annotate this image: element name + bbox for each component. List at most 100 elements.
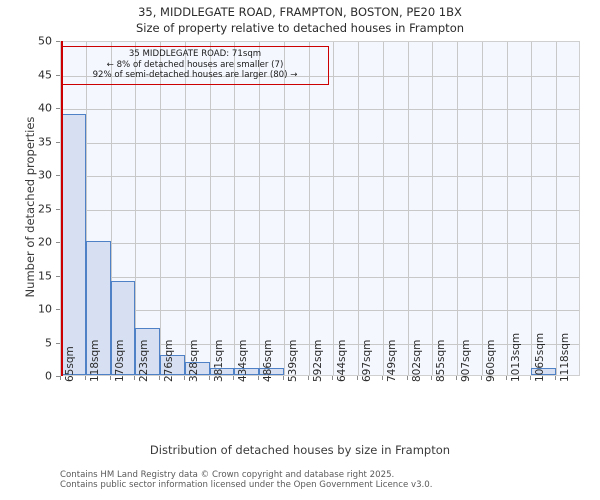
- x-tick-mark: [530, 376, 532, 380]
- x-tick-label: 434sqm: [237, 339, 250, 382]
- gridline-x-13: [383, 42, 384, 375]
- x-tick-label: 381sqm: [212, 339, 225, 382]
- x-tick-mark: [381, 376, 383, 380]
- y-tick-label: 50: [38, 34, 52, 48]
- y-tick-label: 25: [38, 202, 52, 215]
- footer-line-1: Contains HM Land Registry data © Crown c…: [60, 470, 395, 480]
- x-tick-mark: [431, 376, 433, 380]
- annotation-line-1: 35 MIDDLEGATE ROAD: 71sqm: [128, 49, 262, 59]
- annotation-line-2: ← 8% of detached houses are smaller (7): [106, 59, 284, 70]
- y-axis-title: Number of detached properties: [23, 116, 37, 298]
- gridline-y-25: [61, 209, 579, 211]
- x-tick-mark: [208, 376, 210, 380]
- gridline-y-15: [61, 276, 579, 278]
- x-tick-mark: [332, 376, 334, 380]
- x-tick-mark: [282, 376, 284, 380]
- gridline-x-12: [358, 42, 359, 375]
- gridline-x-5: [185, 42, 186, 375]
- y-tick-mark: [56, 309, 60, 310]
- y-tick-mark: [56, 175, 60, 176]
- y-tick-label: 40: [38, 101, 52, 115]
- gridline-y-20: [61, 243, 579, 244]
- gridline-y-10: [61, 310, 579, 311]
- y-tick-label: 45: [38, 68, 52, 81]
- gridline-x-16: [457, 42, 458, 375]
- y-tick-label: 10: [38, 302, 52, 316]
- x-tick-label: 907sqm: [460, 339, 473, 382]
- y-tick-mark: [56, 141, 60, 143]
- x-axis-tick-labels: 65sqm 118sqm 170sqm 223sqm 276sqm 328sqm 381sq…: [0, 333, 600, 446]
- gridline-x-4: [160, 42, 161, 375]
- y-tick-label: 35: [38, 135, 52, 148]
- y-tick-mark: [56, 41, 60, 42]
- x-tick-label: 328sqm: [187, 339, 200, 382]
- x-tick-label: 1013sqm: [509, 332, 522, 382]
- subject-property-marker-line: [61, 41, 63, 376]
- subject-property-annotation: 35 MIDDLEGATE ROAD: 71sqm ← 8% of detach…: [61, 46, 329, 85]
- y-tick-mark: [56, 242, 60, 243]
- gridline-x-1: [86, 42, 87, 375]
- x-tick-mark: [406, 376, 408, 380]
- footer-line-2: Contains public sector information licen…: [60, 480, 433, 491]
- x-tick-label: 644sqm: [336, 339, 349, 382]
- gridline-x-11: [333, 42, 334, 375]
- x-tick-mark: [456, 376, 458, 380]
- x-tick-label: 118sqm: [88, 339, 101, 382]
- attribution-footer: Contains HM Land Registry data © Crown c…: [60, 470, 432, 491]
- gridline-x-6: [210, 42, 211, 375]
- bar: [160, 354, 185, 375]
- x-tick-mark: [134, 376, 136, 380]
- x-tick-label: 486sqm: [262, 339, 275, 382]
- x-tick-mark: [233, 376, 235, 380]
- x-tick-label: 749sqm: [385, 339, 398, 382]
- chart-title-line-2: Size of property relative to detached ho…: [135, 21, 465, 35]
- x-tick-label: 802sqm: [410, 339, 423, 382]
- y-tick-label: 30: [38, 168, 52, 182]
- x-tick-mark: [183, 376, 185, 380]
- annotation-line-3: 92% of semi-detached houses are larger (…: [92, 70, 298, 81]
- bar: [209, 368, 235, 375]
- bar: [531, 368, 557, 375]
- gridline-x-9: [284, 42, 285, 375]
- gridline-x-14: [408, 42, 409, 375]
- bar: [110, 281, 136, 375]
- x-tick-mark: [258, 376, 260, 380]
- x-tick-label: 170sqm: [113, 339, 126, 382]
- chart-title-line-1: 35, MIDDLEGATE ROAD, FRAMPTON, BOSTON, P…: [138, 5, 462, 19]
- x-axis-title: Distribution of detached houses by size …: [149, 443, 451, 457]
- bar: [184, 361, 210, 375]
- x-tick-mark: [60, 376, 61, 380]
- gridline-x-18: [507, 42, 508, 375]
- horizontal-gridlines: [61, 42, 579, 375]
- bar: [85, 241, 111, 375]
- x-tick-mark: [307, 376, 309, 380]
- bar-series: [61, 42, 579, 375]
- gridline-x-20: [556, 42, 557, 375]
- x-tick-mark: [84, 376, 86, 380]
- vertical-gridlines: [61, 42, 579, 375]
- gridline-x-19: [531, 42, 532, 375]
- x-tick-label: 223sqm: [138, 339, 151, 382]
- gridline-x-2: [111, 42, 112, 375]
- bar: [259, 368, 284, 375]
- chart-title: 35, MIDDLEGATE ROAD, FRAMPTON, BOSTON, P…: [0, 4, 600, 36]
- bar: [135, 328, 161, 375]
- bar: [61, 113, 86, 375]
- x-tick-label: 855sqm: [435, 339, 448, 382]
- y-tick-mark: [56, 108, 60, 109]
- x-tick-mark: [159, 376, 161, 380]
- gridline-x-15: [432, 42, 433, 375]
- x-tick-label: 1065sqm: [534, 332, 547, 382]
- x-tick-label: 65sqm: [64, 346, 76, 382]
- y-tick-label: 5: [45, 336, 52, 349]
- y-tick-mark: [56, 275, 60, 277]
- x-tick-label: 276sqm: [163, 339, 176, 382]
- gridline-y-5: [61, 343, 579, 345]
- gridline-y-40: [61, 109, 579, 110]
- y-axis-tick-labels: 0 5 10 15 20 25 30 35 40 45 50: [0, 0, 56, 500]
- gridline-x-8: [259, 42, 260, 375]
- gridline-x-10: [309, 42, 310, 375]
- y-tick-mark: [56, 74, 60, 76]
- x-tick-label: 960sqm: [484, 339, 497, 382]
- x-tick-label: 1118sqm: [559, 332, 572, 382]
